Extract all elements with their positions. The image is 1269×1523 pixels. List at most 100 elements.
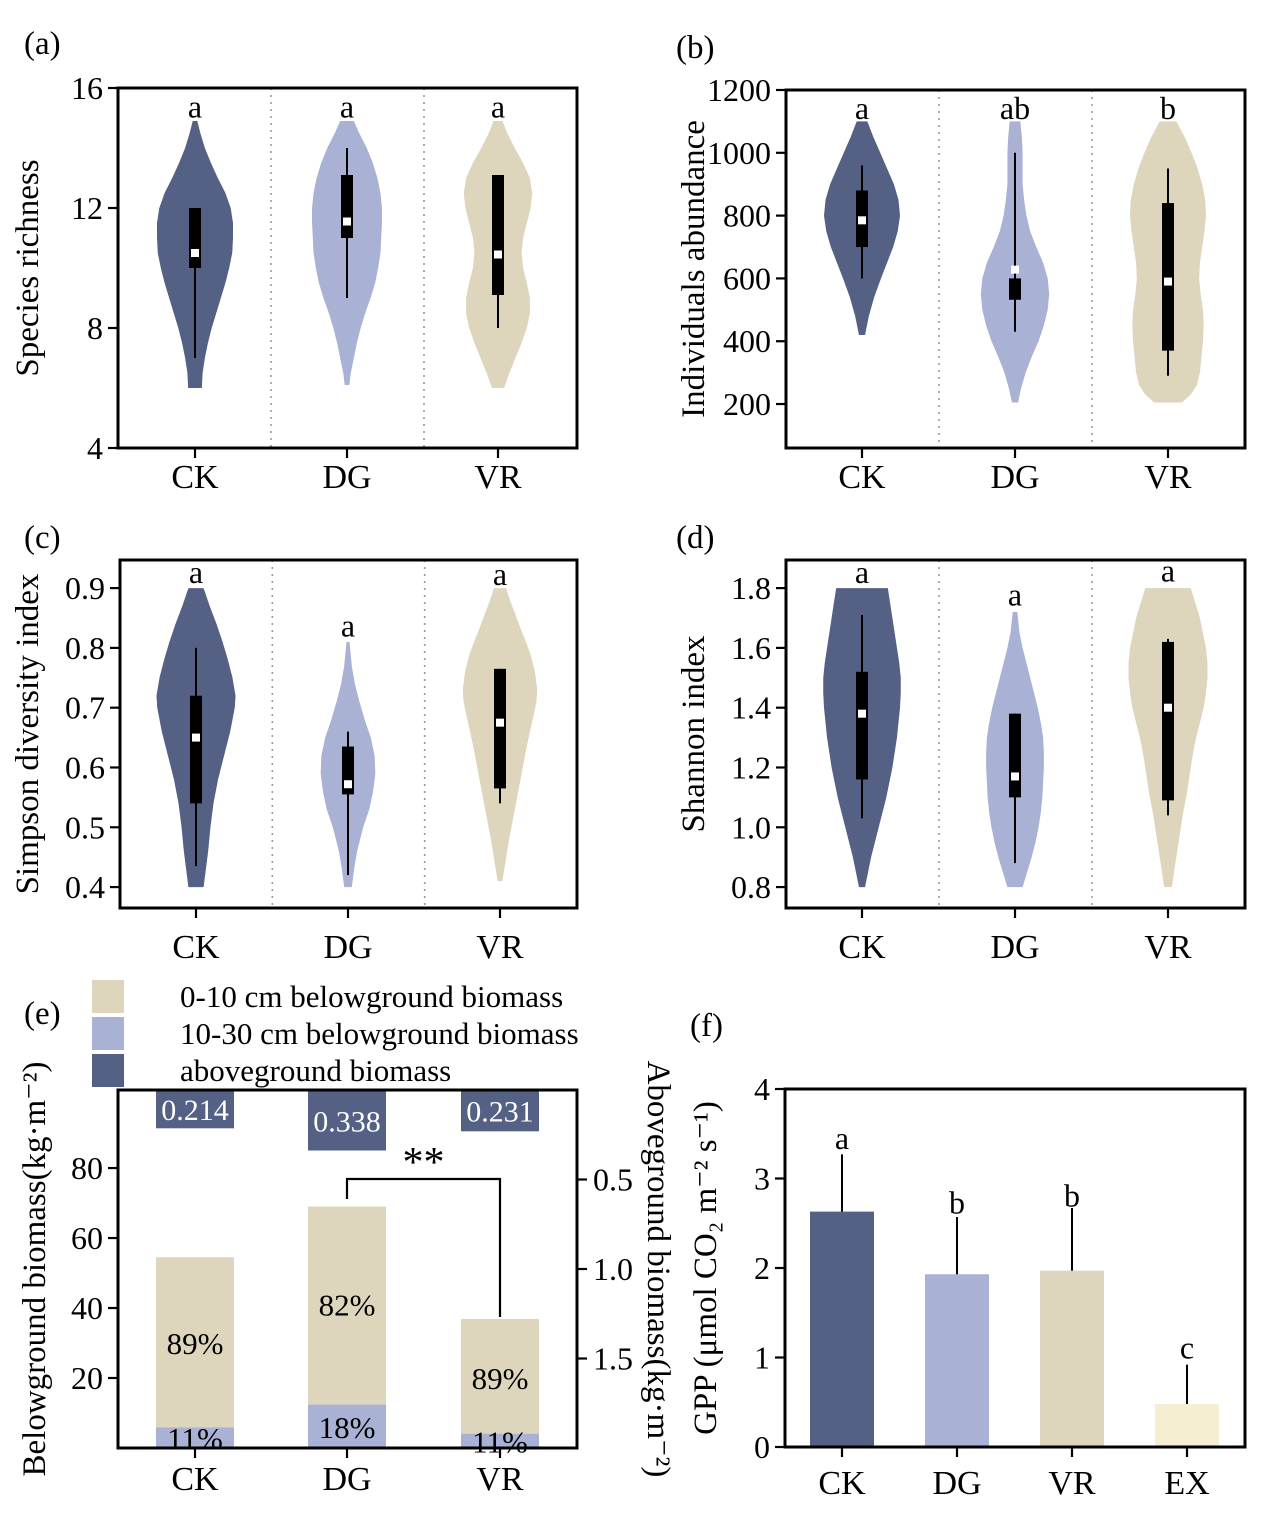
sig-letter-f-VR: b: [1064, 1177, 1080, 1213]
panel-e-right-y-axis-label: Aboveground biomass(kg·m⁻²): [640, 1061, 676, 1478]
panel-c-category-label: DG: [323, 929, 372, 966]
sig-letter-c-VR: a: [493, 556, 507, 592]
bar-aboveground-DG: [308, 1090, 386, 1151]
bar-f-CK: [810, 1211, 874, 1447]
percent-label-VR: 89%: [472, 1361, 529, 1396]
mean-marker-c-CK: [192, 733, 200, 742]
percent-label-DG: 82%: [319, 1288, 376, 1323]
aboveground-value-DG: 0.338: [313, 1105, 381, 1138]
mean-marker-d-DG: [1011, 772, 1019, 781]
panel-e-category-label: DG: [322, 1461, 371, 1498]
boxplot-b-VR: [1162, 203, 1174, 351]
panel-d-category-label: DG: [990, 929, 1039, 966]
legend-label: 0-10 cm belowground biomass: [180, 979, 563, 1014]
panel-b-ytick-label: 1200: [707, 72, 771, 108]
panel-e-ytick-label: 40: [71, 1290, 103, 1326]
sig-letter-b-DG: ab: [1000, 90, 1030, 126]
bar-below-0-10-VR: [461, 1318, 539, 1434]
boxplot-c-CK: [190, 695, 202, 804]
significance-bracket: [345, 1177, 502, 1317]
panel-b-category-label: VR: [1144, 459, 1192, 496]
sig-letter-d-VR: a: [1161, 553, 1175, 589]
panel-b-category-label: CK: [838, 459, 886, 496]
aboveground-value-VR: 0.231: [466, 1096, 534, 1129]
panel-label-b: (b): [676, 30, 715, 66]
legend-label: aboveground biomass: [180, 1053, 451, 1088]
panel-label-d: (d): [676, 520, 715, 556]
panel-label-f: (f): [690, 1008, 723, 1044]
panel-e-category-label: VR: [476, 1461, 524, 1498]
panel-label-c: (c): [24, 520, 61, 556]
panel-a-category-label: VR: [474, 459, 522, 496]
sig-letter-a-CK: a: [188, 89, 202, 125]
mean-marker-d-VR: [1164, 703, 1172, 712]
panel-e-left-y-axis-label: Belowground biomass(kg·m⁻²): [17, 1061, 53, 1476]
panel-c-ytick-label: 0.4: [65, 869, 105, 905]
bar-f-VR: [1040, 1270, 1104, 1447]
panel-b-ytick-label: 200: [723, 386, 771, 422]
panel-b-y-axis-label: Individuals abundance: [676, 120, 712, 418]
boxplot-d-VR: [1162, 641, 1174, 801]
sig-letter-f-EX: c: [1180, 1330, 1194, 1366]
panel-e-right-ytick-label: 1.5: [593, 1341, 633, 1377]
legend-swatch-light: [92, 1017, 124, 1050]
panel-label-e: (e): [24, 996, 61, 1032]
percent-label-CK: 89%: [167, 1326, 224, 1361]
panel-e-ytick-label: 20: [71, 1360, 103, 1396]
boxplot-a-DG: [341, 175, 353, 238]
mean-marker-b-DG: [1011, 265, 1019, 274]
legend-swatch-dark: [92, 1054, 124, 1087]
panel-d-ytick-label: 1.8: [731, 570, 771, 606]
boxplot-c-VR: [494, 668, 506, 789]
significance-stars: **: [403, 1140, 445, 1186]
sig-letter-b-CK: a: [855, 90, 869, 126]
panel-f-y-axis-label: GPP (μmol CO₂ m⁻² s⁻¹): [688, 1101, 724, 1435]
bar-below-10-30-DG: [308, 1404, 386, 1448]
panel-a-category-label: CK: [171, 459, 219, 496]
panel-d-y-axis-label: Shannon index: [676, 635, 712, 833]
boxplot-b-DG: [1009, 278, 1021, 300]
panel-a-ytick-label: 8: [87, 310, 103, 346]
panel-f-category-label: EX: [1164, 1465, 1209, 1502]
panel-d-ytick-label: 0.8: [731, 869, 771, 905]
boxplot-a-CK: [189, 208, 201, 268]
panel-c-ytick-label: 0.5: [65, 809, 105, 845]
bar-below-10-30-VR: [461, 1433, 539, 1448]
aboveground-value-CK: 0.214: [161, 1094, 229, 1127]
panel-d-category-label: CK: [838, 929, 886, 966]
panel-e-right-ytick-label: 0.5: [593, 1162, 633, 1198]
panel-a-category-label: DG: [322, 459, 371, 496]
panel-c-category-label: VR: [476, 929, 524, 966]
panel-b-ytick-label: 600: [723, 260, 771, 296]
panel-d-ytick-label: 1.4: [731, 690, 771, 726]
panel-f-category-label: VR: [1048, 1465, 1096, 1502]
mean-marker-b-VR: [1164, 277, 1172, 286]
panel-c-ytick-label: 0.6: [65, 749, 105, 785]
percent-label-DG: 18%: [319, 1410, 376, 1445]
mean-marker-a-CK: [191, 249, 199, 257]
mean-marker-b-CK: [858, 216, 866, 225]
sig-letter-f-DG: b: [949, 1185, 965, 1221]
bar-below-0-10-DG: [308, 1206, 386, 1405]
mean-marker-a-DG: [343, 217, 351, 226]
mean-marker-c-DG: [344, 780, 352, 789]
panel-f-ytick-label: 4: [754, 1071, 770, 1107]
panel-e-ytick-label: 80: [71, 1150, 103, 1186]
mean-marker-d-CK: [858, 709, 866, 718]
panel-a-ytick-label: 16: [71, 70, 103, 106]
panel-b-category-label: DG: [990, 459, 1039, 496]
sig-letter-c-CK: a: [189, 554, 203, 590]
legend-label: 10-30 cm belowground biomass: [180, 1016, 579, 1051]
panel-a-y-axis-label: Species richness: [10, 159, 46, 376]
panel-c-ytick-label: 0.7: [65, 690, 105, 726]
panel-label-a: (a): [24, 26, 61, 62]
sig-letter-c-DG: a: [341, 607, 355, 643]
bar-below-0-10-CK: [156, 1257, 234, 1428]
panel-f-ytick-label: 2: [754, 1250, 770, 1286]
panel-e-ytick-label: 60: [71, 1220, 103, 1256]
panel-c-ytick-label: 0.8: [65, 630, 105, 666]
sig-letter-d-CK: a: [855, 554, 869, 590]
panel-c-ytick-label: 0.9: [65, 570, 105, 606]
sig-letter-f-CK: a: [835, 1120, 849, 1156]
